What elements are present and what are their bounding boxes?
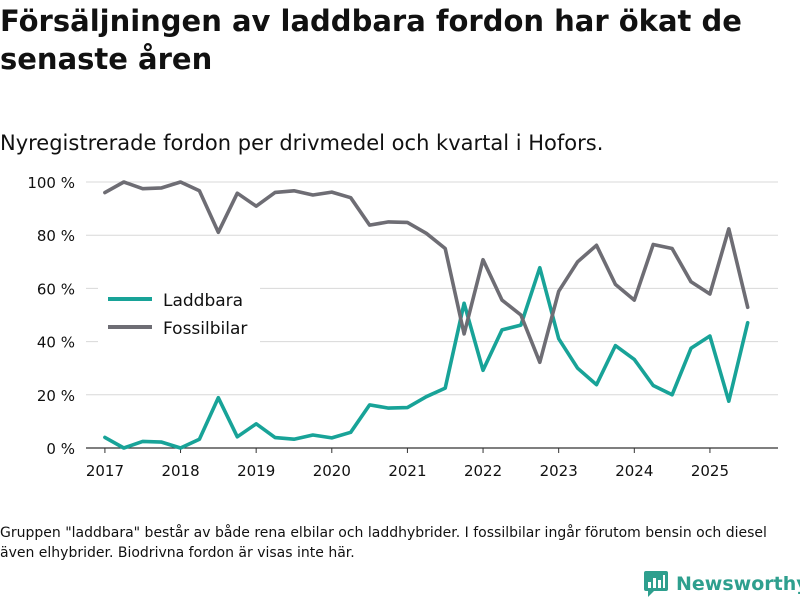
- y-tick-label: 40 %: [37, 334, 75, 352]
- x-tick-label: 2020: [313, 462, 351, 480]
- x-tick-label: 2019: [237, 462, 275, 480]
- brand-name: Newsworthy: [676, 573, 800, 595]
- legend-label-laddbara: Laddbara: [163, 291, 243, 311]
- x-tick-label: 2017: [86, 462, 124, 480]
- series-lines: [103, 180, 750, 450]
- legend-label-fossilbilar: Fossilbilar: [163, 319, 247, 339]
- x-tick-label: 2018: [161, 462, 199, 480]
- x-tick-label: 2024: [615, 462, 653, 480]
- axes: 0 % 20 % 40 % 60 % 80 % 100 % 2017 2018 2019 2020…: [27, 174, 778, 480]
- line-chart: 0 % 20 % 40 % 60 % 80 % 100 % 2017 2018 2019 2020…: [27, 174, 778, 480]
- legend-background: [98, 283, 260, 343]
- y-tick-label: 80 %: [37, 227, 75, 245]
- legend: Laddbara Fossilbilar: [98, 283, 260, 343]
- x-tick-label: 2022: [464, 462, 502, 480]
- y-tick-label: 100 %: [27, 174, 75, 192]
- series-line-fossilbilar: [103, 180, 750, 365]
- x-tick-label: 2021: [388, 462, 426, 480]
- y-tick-label: 20 %: [37, 387, 75, 405]
- series-line-laddbara: [103, 265, 750, 450]
- footnote: Gruppen "laddbara" består av både rena e…: [0, 525, 767, 561]
- newsworthy-logo-icon: [644, 571, 668, 597]
- chart-title: Försäljningen av laddbara fordon har öka…: [0, 4, 742, 76]
- chart-subtitle: Nyregistrerade fordon per drivmedel och …: [0, 131, 604, 155]
- y-tick-label: 0 %: [46, 440, 75, 458]
- x-tick-label: 2025: [691, 462, 729, 480]
- x-tick-label: 2023: [540, 462, 578, 480]
- y-tick-label: 60 %: [37, 280, 75, 298]
- brand-logo: Newsworthy: [644, 568, 800, 600]
